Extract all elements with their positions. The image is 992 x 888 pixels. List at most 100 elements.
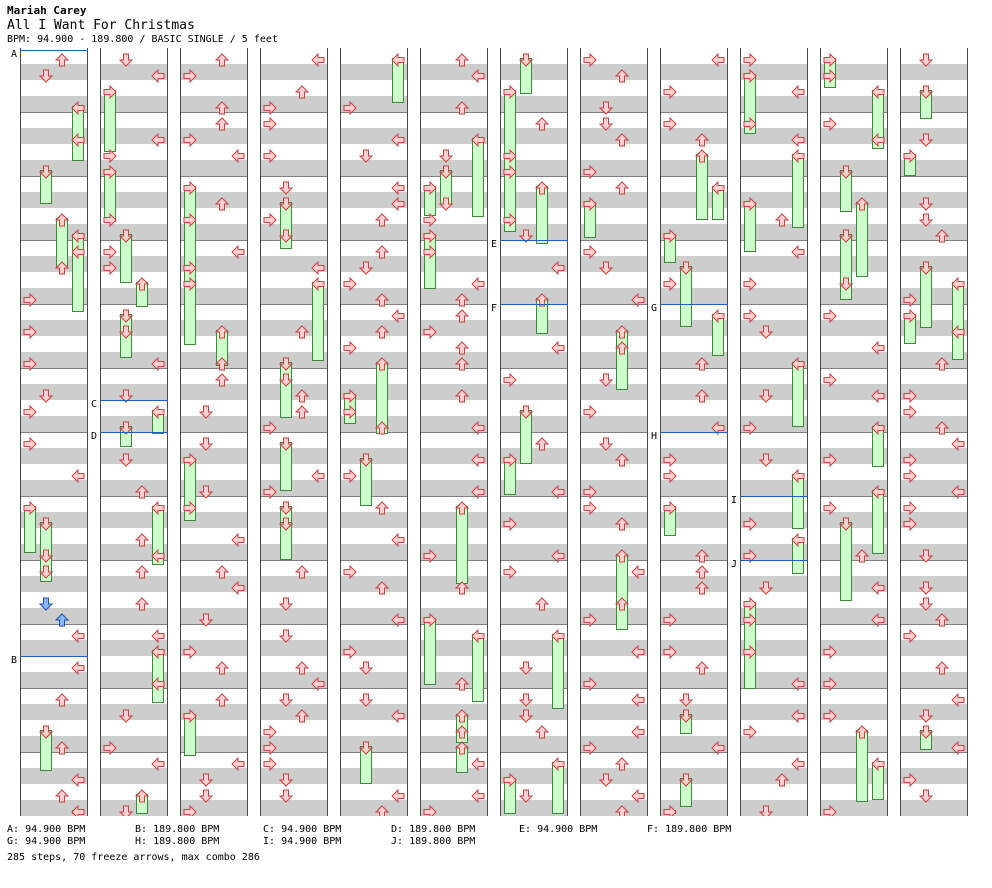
step-arrow (823, 68, 837, 84)
measure-line (661, 112, 727, 113)
step-arrow (374, 500, 390, 515)
measure-line (341, 176, 407, 177)
measure-line (661, 240, 727, 241)
step-arrow (118, 708, 134, 723)
step-arrow (934, 660, 950, 675)
step-arrow (663, 116, 677, 132)
step-arrow (263, 116, 277, 132)
measure-line (581, 560, 647, 561)
step-arrow (214, 564, 230, 579)
step-arrow (151, 68, 165, 84)
step-arrow (214, 356, 230, 371)
step-arrow (231, 148, 245, 164)
step-arrow (71, 660, 85, 676)
bpm-change-line (740, 496, 808, 497)
measure-line (901, 688, 967, 689)
measure-line (581, 112, 647, 113)
step-arrow (343, 388, 357, 404)
step-arrow (214, 692, 230, 707)
measure-line (741, 112, 807, 113)
step-arrow (518, 404, 534, 419)
step-arrow (823, 804, 837, 816)
step-arrow (471, 276, 485, 292)
step-arrow (503, 452, 517, 468)
chart-column (420, 48, 488, 816)
step-arrow (454, 340, 470, 355)
measure-line (341, 688, 407, 689)
step-arrow (583, 612, 597, 628)
bpm-legend-i: I: 94.900 BPM (263, 836, 342, 847)
measure-line (901, 432, 967, 433)
step-arrow (934, 356, 950, 371)
measure-line (501, 624, 567, 625)
step-arrow (294, 660, 310, 675)
step-arrow (583, 244, 597, 260)
step-arrow (38, 724, 54, 739)
step-arrow (711, 180, 725, 196)
step-arrow (151, 356, 165, 372)
step-arrow (678, 708, 694, 723)
step-arrow (294, 84, 310, 99)
measure-line (501, 368, 567, 369)
step-arrow (534, 724, 550, 739)
measure-line (101, 560, 167, 561)
step-arrow (118, 308, 134, 323)
step-arrow (471, 452, 485, 468)
step-arrow (263, 740, 277, 756)
freeze-arrow (184, 282, 196, 345)
step-arrow (583, 164, 597, 180)
measure-line (341, 368, 407, 369)
step-arrow (263, 756, 277, 772)
step-arrow (263, 212, 277, 228)
measure-line (581, 688, 647, 689)
measure-line (901, 496, 967, 497)
measure-line (341, 560, 407, 561)
step-arrow (151, 132, 165, 148)
step-arrow (118, 388, 134, 403)
step-arrow (918, 84, 934, 99)
step-arrow (198, 612, 214, 627)
step-arrow (694, 548, 710, 563)
step-arrow (263, 100, 277, 116)
step-arrow (471, 484, 485, 500)
step-arrow (583, 404, 597, 420)
step-arrow (71, 100, 85, 116)
step-arrow (631, 724, 645, 740)
bpm-legend-a: A: 94.900 BPM (7, 824, 86, 835)
step-arrow (38, 596, 54, 611)
bpm-change-letter: A (11, 49, 18, 60)
step-arrow (278, 628, 294, 643)
measure-line (821, 496, 887, 497)
bpm-change-line (500, 240, 568, 241)
measure-line (901, 112, 967, 113)
step-arrow (423, 180, 437, 196)
bpm-change-letter: F (491, 303, 498, 314)
bpm-change-letter: J (731, 559, 738, 570)
step-arrow (614, 340, 630, 355)
measure-line (261, 752, 327, 753)
step-arrow (663, 452, 677, 468)
step-arrow (183, 276, 197, 292)
step-arrow (918, 196, 934, 211)
step-arrow (823, 500, 837, 516)
step-arrow (503, 516, 517, 532)
step-arrow (294, 324, 310, 339)
measure-line (21, 688, 87, 689)
step-arrow (103, 740, 117, 756)
freeze-arrow (424, 618, 436, 685)
song-meta: BPM: 94.900 - 189.800 / BASIC SINGLE / 5… (7, 34, 278, 45)
step-arrow (391, 196, 405, 212)
step-arrow (678, 692, 694, 707)
measure-line (501, 688, 567, 689)
freeze-arrow (792, 362, 804, 427)
measure-line (901, 752, 967, 753)
step-arrow (598, 436, 614, 451)
step-arrow (551, 340, 565, 356)
measure-line (421, 688, 487, 689)
step-arrow (503, 84, 517, 100)
step-arrow (551, 260, 565, 276)
step-arrow (854, 724, 870, 739)
step-arrow (391, 180, 405, 196)
freeze-arrow (472, 138, 484, 217)
step-arrow (183, 132, 197, 148)
